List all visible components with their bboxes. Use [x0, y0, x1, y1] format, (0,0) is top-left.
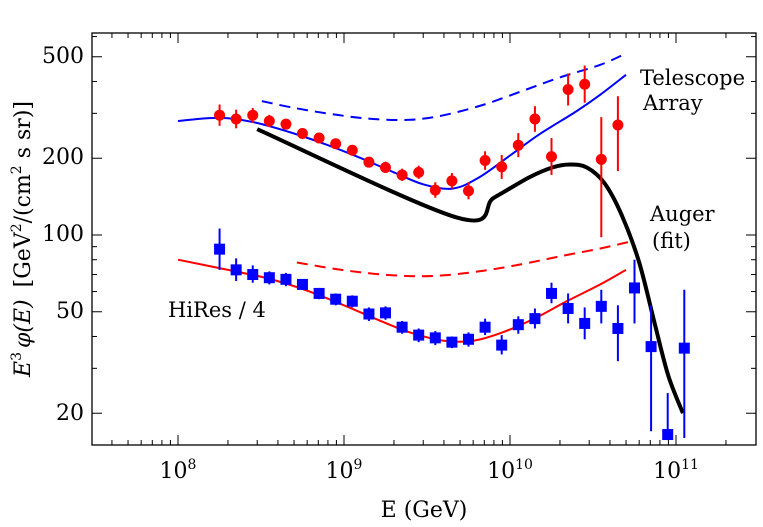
- x-tick-label: 1010: [487, 457, 533, 484]
- data-point: [230, 264, 242, 276]
- data-point: [280, 273, 292, 285]
- annotation-telescope: Telescope: [640, 66, 745, 90]
- data-point: [346, 295, 358, 307]
- data-point: [529, 113, 541, 125]
- y-tick-label: 200: [42, 145, 84, 170]
- data-point: [263, 272, 275, 284]
- data-point: [429, 184, 441, 196]
- y-tick-label: 500: [42, 44, 84, 69]
- data-point: [247, 269, 259, 280]
- data-point: [612, 119, 624, 131]
- data-point: [330, 293, 342, 305]
- data-point: [562, 84, 574, 96]
- data-point: [545, 151, 557, 163]
- data-point: [214, 109, 226, 121]
- data-point: [479, 321, 491, 333]
- x-tick-label: 109: [326, 457, 363, 484]
- y-axis-title: E3φ(E)[GeV2/(cm2 s sr)]: [9, 101, 36, 378]
- data-point: [214, 243, 226, 255]
- data-points: [214, 65, 690, 441]
- data-point: [645, 341, 657, 353]
- data-point: [595, 300, 607, 312]
- y-tick-labels: 20 50 100 200 500: [42, 44, 84, 426]
- data-point: [579, 317, 591, 329]
- data-point: [462, 185, 474, 197]
- data-point: [330, 138, 342, 150]
- annotation-fit: (fit): [652, 229, 691, 253]
- data-point: [612, 322, 624, 334]
- data-point: [396, 169, 408, 181]
- data-point: [363, 156, 375, 168]
- x-tick-labels: 108 109 1010 1011: [160, 457, 699, 484]
- data-point: [662, 429, 674, 441]
- data-point: [346, 144, 358, 156]
- data-point: [579, 78, 591, 90]
- axis-ticks: [92, 33, 756, 445]
- data-point: [280, 118, 292, 130]
- y-tick-label: 20: [56, 401, 84, 426]
- y-tick-label: 100: [42, 222, 84, 247]
- data-point: [512, 139, 524, 151]
- data-point: [429, 332, 441, 344]
- data-point: [462, 333, 474, 345]
- data-point: [512, 319, 524, 331]
- data-point: [379, 307, 391, 319]
- data-point: [496, 161, 508, 173]
- data-point: [562, 302, 574, 314]
- data-point: [678, 342, 690, 354]
- plot-frame: [91, 32, 757, 446]
- data-point: [230, 113, 242, 125]
- data-point: [396, 321, 408, 333]
- data-point: [313, 287, 325, 299]
- data-point: [479, 154, 491, 166]
- data-point: [413, 166, 425, 178]
- data-point: [413, 329, 425, 341]
- x-tick-label: 108: [160, 457, 197, 484]
- model-lines: [177, 52, 685, 414]
- data-point: [379, 161, 391, 173]
- series-line: [261, 52, 627, 122]
- data-point: [446, 175, 458, 187]
- y-tick-label: 50: [56, 299, 84, 324]
- series-line: [256, 127, 685, 414]
- data-point: [545, 287, 557, 299]
- data-point: [529, 313, 541, 325]
- x-axis-title: E (GeV): [381, 498, 468, 523]
- data-point: [247, 109, 259, 121]
- x-tick-label: 1011: [653, 457, 699, 484]
- series-line: [177, 74, 627, 190]
- data-point: [296, 278, 308, 290]
- series-line: [296, 240, 630, 278]
- data-point: [296, 128, 308, 140]
- data-point: [496, 339, 508, 351]
- data-point: [595, 153, 607, 165]
- data-point: [263, 115, 275, 127]
- data-point: [363, 308, 375, 320]
- data-point: [628, 282, 640, 294]
- annotation-array: Array: [642, 91, 703, 115]
- data-point: [313, 132, 325, 144]
- annotation-hires: HiRes / 4: [168, 298, 266, 322]
- data-point: [446, 336, 458, 348]
- annotation-auger: Auger: [649, 202, 716, 226]
